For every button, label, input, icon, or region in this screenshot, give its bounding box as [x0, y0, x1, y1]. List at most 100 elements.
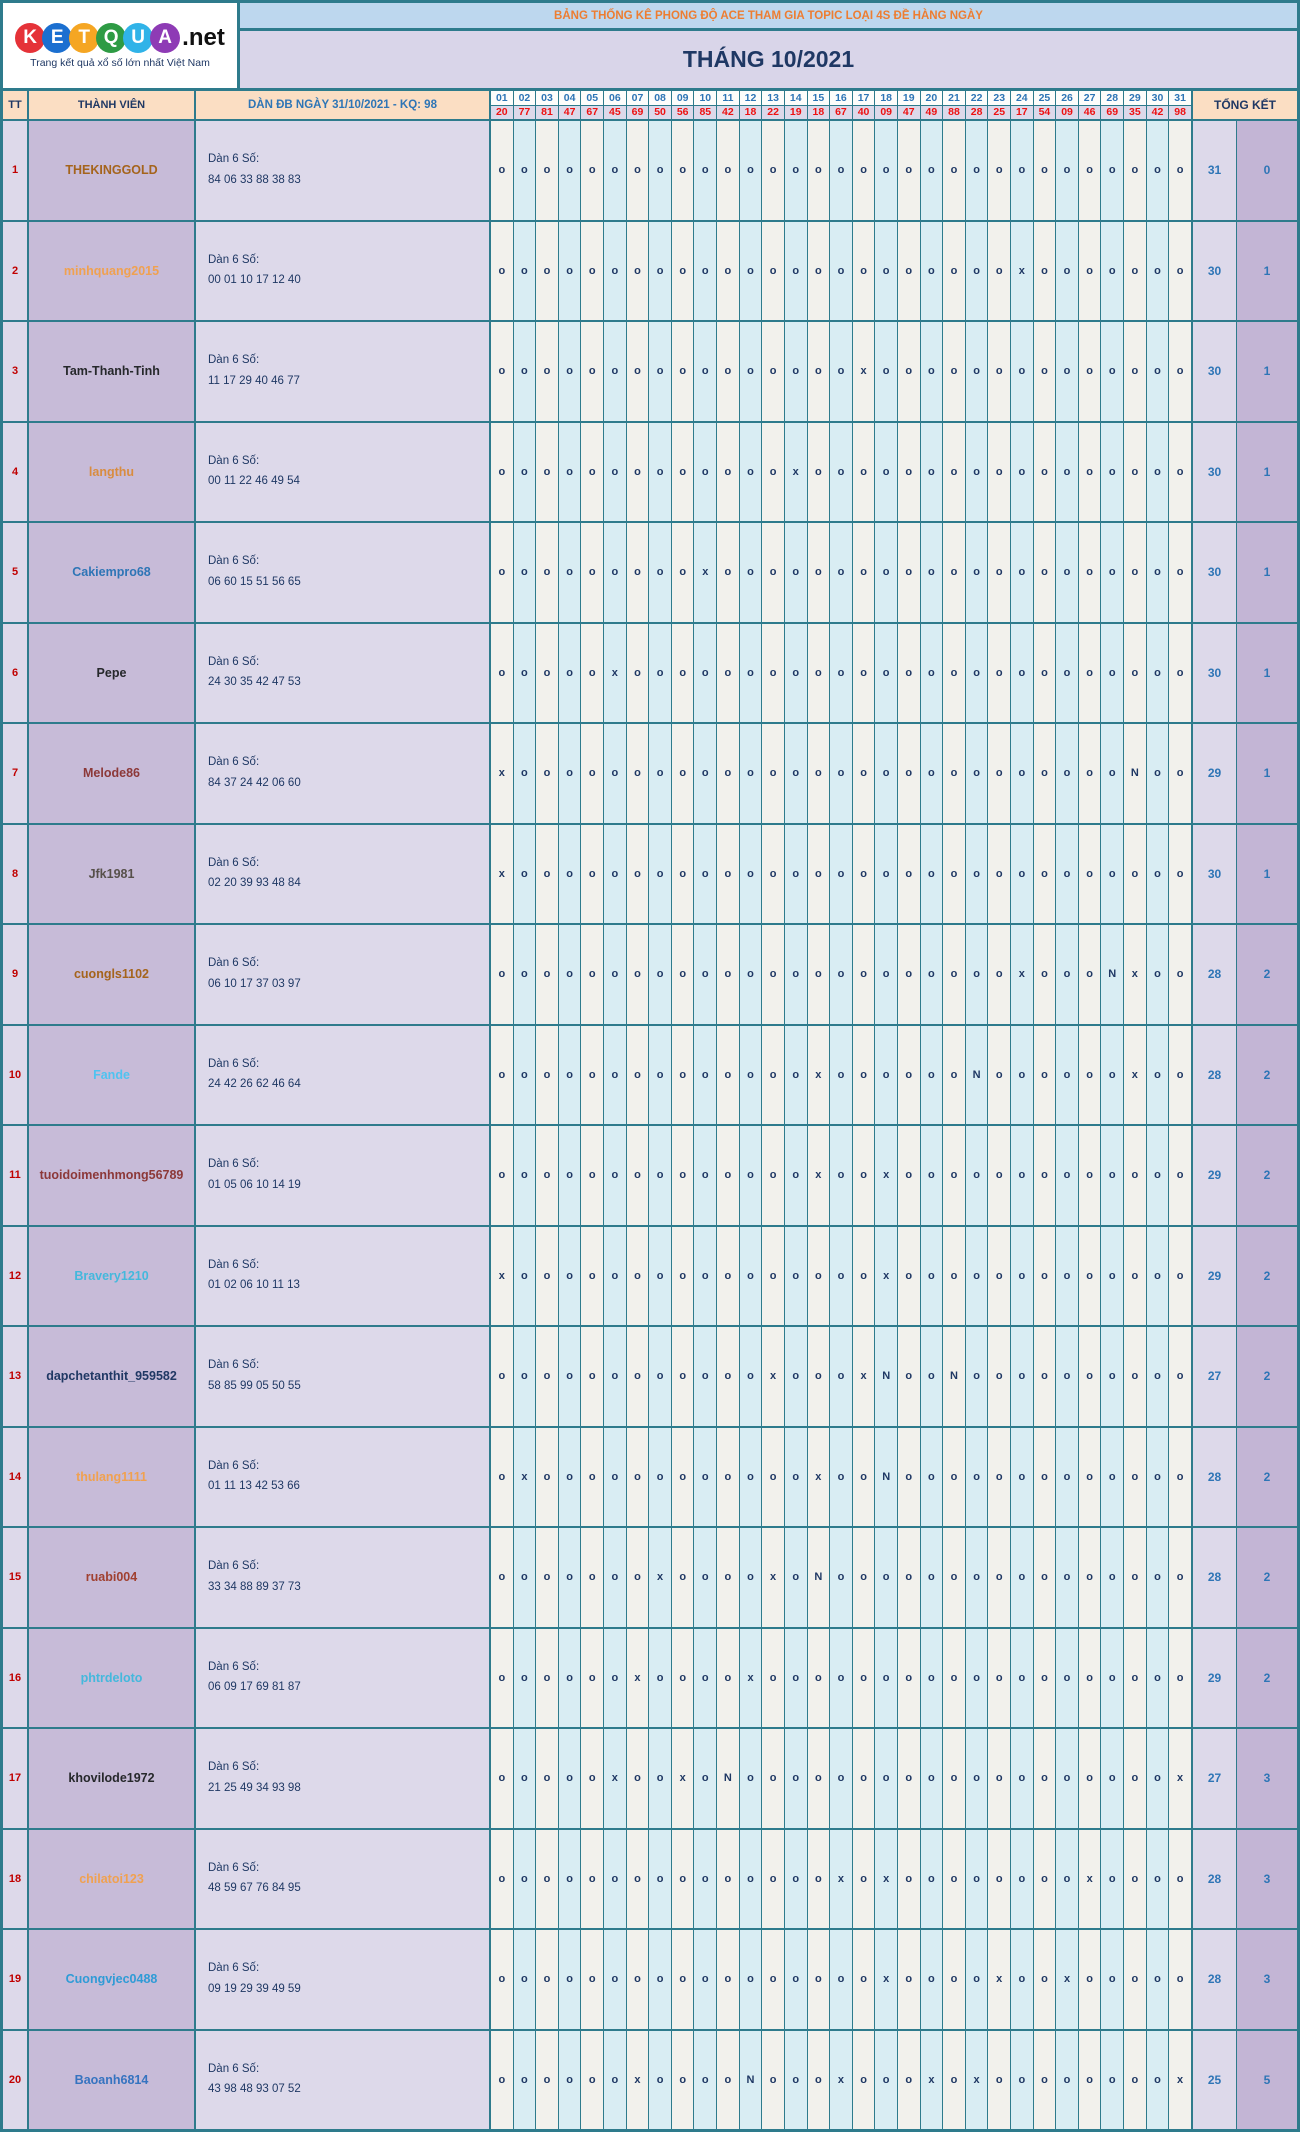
day-cell: o [717, 121, 740, 220]
day-cell: o [1033, 1427, 1057, 1526]
day-cell: o [830, 1327, 853, 1426]
day-cell: o [604, 523, 627, 622]
day-cell: o [897, 322, 921, 421]
day-cell: o [762, 121, 785, 220]
day-cell: o [988, 824, 1012, 923]
day-cell: o [875, 1729, 898, 1828]
member-name: Fande [29, 1025, 196, 1124]
day-cell: o [626, 1729, 650, 1828]
day-cell: o [988, 1528, 1012, 1627]
dan-cell: Dàn 6 Số: 01 11 13 42 53 66 [196, 1427, 491, 1526]
day-cell: o [830, 322, 853, 421]
site-logo: K E T Q U A .net Trang kết quả xổ số lớn nhất … [3, 3, 240, 88]
day-cell: o [1078, 1126, 1102, 1225]
dan-cell: Dàn 6 Số: 06 09 17 69 81 87 [196, 1628, 491, 1727]
day-cell: o [671, 1829, 695, 1928]
day-cell: o [1101, 1528, 1125, 1627]
day-cell: o [1101, 623, 1125, 722]
day-cell: o [1101, 1126, 1125, 1225]
day-cell: o [717, 1327, 740, 1426]
day-number: 01 [491, 91, 514, 105]
day-cell: o [1056, 1226, 1079, 1325]
dan-cell: Dàn 6 Số: 43 98 48 93 07 52 [196, 2030, 491, 2129]
day-result: 20 [491, 105, 514, 119]
day-cell: o [988, 1025, 1012, 1124]
day-cell: o [1146, 221, 1170, 320]
day-cell: o [852, 2030, 876, 2129]
day-cell: o [581, 422, 605, 521]
day-cell: o [1078, 925, 1102, 1024]
day-cell: o [807, 724, 831, 823]
day-cell: o [626, 1327, 650, 1426]
day-cell: o [558, 1226, 582, 1325]
day-cell: o [581, 623, 605, 722]
day-cell: o [1146, 623, 1170, 722]
table-row: 17 khovilode1972 Dàn 6 Số: 21 25 49 34 93 9… [3, 1727, 1297, 1828]
col-header-member: THÀNH VIÊN [29, 91, 196, 119]
day-cell: o [762, 1930, 785, 2029]
dan-numbers: 00 01 10 17 12 40 [208, 274, 301, 287]
day-cell: o [1124, 1126, 1147, 1225]
day-cell: o [1101, 1729, 1125, 1828]
day-cell: o [1124, 1226, 1147, 1325]
day-cell: x [807, 1126, 831, 1225]
day-cell: o [536, 221, 559, 320]
day-cell: o [943, 322, 966, 421]
day-cell: x [694, 523, 718, 622]
day-cell: o [1011, 1930, 1034, 2029]
day-cell: o [604, 221, 627, 320]
day-number: 25 [1033, 91, 1057, 105]
dan-numbers: 33 34 88 89 37 73 [208, 1580, 301, 1593]
day-cell: o [581, 824, 605, 923]
day-cell: o [988, 422, 1012, 521]
day-cell: o [965, 422, 989, 521]
day-cell: x [1124, 925, 1147, 1024]
count-cell: 29 [1193, 1226, 1237, 1325]
day-cell: N [717, 1729, 740, 1828]
day-cell: o [694, 221, 718, 320]
day-result: 85 [694, 105, 718, 119]
day-cell: o [513, 925, 537, 1024]
day-cell: o [671, 724, 695, 823]
total-cell: 1 [1237, 523, 1297, 622]
day-cell: o [784, 1025, 808, 1124]
day-cell: o [762, 1829, 785, 1928]
day-cell: o [784, 1126, 808, 1225]
day-cell: o [830, 1126, 853, 1225]
day-cell: o [581, 322, 605, 421]
total-cell: 0 [1237, 121, 1297, 220]
day-cell: o [943, 1226, 966, 1325]
day-cell: o [649, 1729, 672, 1828]
day-cell: o [626, 1528, 650, 1627]
day-cell: o [988, 121, 1012, 220]
day-cell: o [1056, 221, 1079, 320]
tt-cell: 2 [3, 221, 29, 320]
day-cell: o [1011, 824, 1034, 923]
total-cell: 1 [1237, 623, 1297, 722]
table-row: 15 ruabi004 Dàn 6 Số: 33 34 88 89 37 73 o o o o… [3, 1526, 1297, 1627]
day-cell: o [717, 1628, 740, 1727]
day-result: 18 [740, 105, 763, 119]
tt-cell: 17 [3, 1729, 29, 1828]
day-cell: o [491, 1126, 514, 1225]
day-cell: o [1011, 121, 1034, 220]
day-cell: o [988, 1226, 1012, 1325]
day-cell: o [807, 925, 831, 1024]
day-cell: o [943, 1628, 966, 1727]
day-cell: N [739, 2030, 763, 2129]
day-cell: o [1078, 1628, 1102, 1727]
day-cell: o [852, 623, 876, 722]
day-cell: x [1056, 1930, 1079, 2029]
member-name: ruabi004 [29, 1528, 196, 1627]
day-cell: o [671, 523, 695, 622]
day-number: 12 [739, 91, 763, 105]
logo-letter: T [69, 22, 100, 53]
day-cell: o [1011, 724, 1034, 823]
day-cell: o [1078, 824, 1102, 923]
day-cell: o [1146, 523, 1170, 622]
day-cell: o [897, 1628, 921, 1727]
